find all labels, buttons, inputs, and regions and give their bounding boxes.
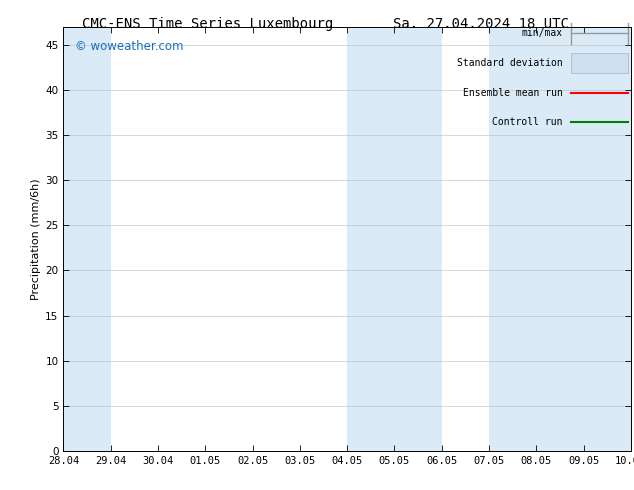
- Y-axis label: Precipitation (mm/6h): Precipitation (mm/6h): [31, 178, 41, 300]
- Bar: [571, 53, 628, 73]
- Text: © woweather.com: © woweather.com: [75, 40, 183, 52]
- Bar: [489, 27, 634, 451]
- Text: CMC-ENS Time Series Luxembourg: CMC-ENS Time Series Luxembourg: [82, 17, 333, 31]
- Text: min/max: min/max: [522, 28, 563, 38]
- Text: Ensemble mean run: Ensemble mean run: [463, 88, 563, 98]
- Text: Controll run: Controll run: [492, 117, 563, 127]
- Bar: [63, 27, 111, 451]
- Text: Standard deviation: Standard deviation: [457, 58, 563, 68]
- Text: Sa. 27.04.2024 18 UTC: Sa. 27.04.2024 18 UTC: [393, 17, 569, 31]
- Bar: [347, 27, 442, 451]
